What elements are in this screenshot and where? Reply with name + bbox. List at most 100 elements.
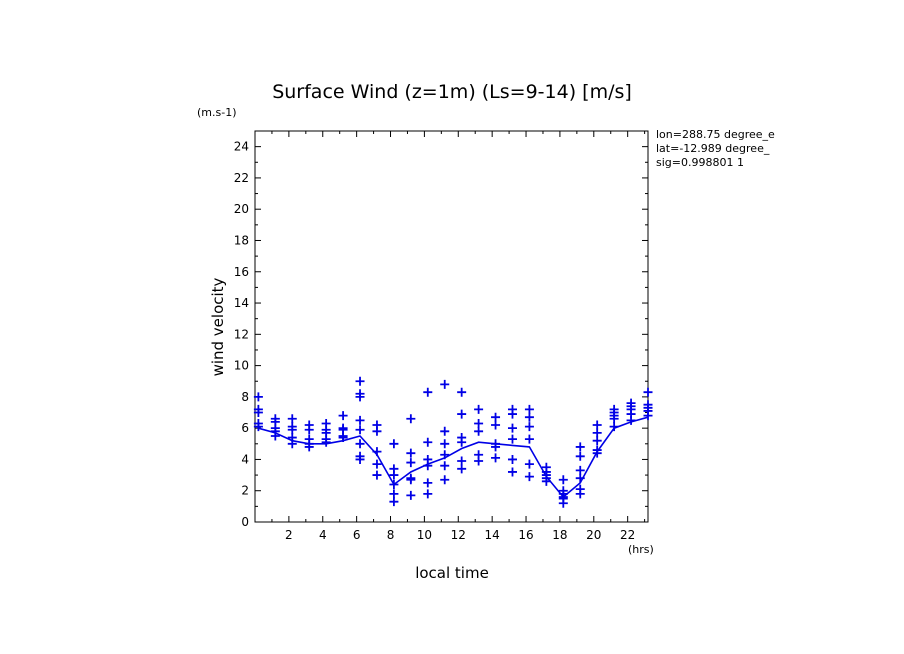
data-point (440, 379, 450, 389)
data-point (406, 475, 416, 485)
data-point (592, 428, 602, 438)
info-line-lon: lon=288.75 degree_e (656, 128, 775, 141)
data-point (304, 442, 314, 452)
data-point (440, 475, 450, 485)
x-tick-label: 22 (620, 528, 635, 542)
data-point (491, 420, 501, 430)
data-point (304, 425, 314, 435)
data-point (389, 470, 399, 480)
data-point (457, 387, 467, 397)
data-point (406, 448, 416, 458)
data-point (406, 458, 416, 468)
data-point (253, 422, 263, 432)
y-tick-label: 2 (241, 484, 249, 498)
data-point (423, 478, 433, 488)
data-point (507, 423, 517, 433)
data-point (389, 497, 399, 507)
data-point (524, 459, 534, 469)
data-point (643, 387, 653, 397)
x-tick-label: 2 (285, 528, 293, 542)
data-point (253, 408, 263, 418)
data-point (355, 415, 365, 425)
y-tick-label: 0 (241, 515, 249, 529)
x-tick-label: 8 (387, 528, 395, 542)
x-axis-label: local time (415, 564, 489, 582)
data-point (524, 404, 534, 414)
data-point (643, 411, 653, 421)
x-tick-label: 14 (485, 528, 500, 542)
x-tick-label: 4 (319, 528, 327, 542)
data-point (507, 467, 517, 477)
data-point (541, 476, 551, 486)
data-point (406, 490, 416, 500)
data-point (575, 465, 585, 475)
data-point (406, 414, 416, 424)
series-line-mean (258, 416, 649, 499)
data-point (457, 456, 467, 466)
data-point (491, 453, 501, 463)
data-point (287, 414, 297, 424)
data-point (389, 489, 399, 499)
data-point (592, 448, 602, 458)
data-point (457, 409, 467, 419)
plot-frame (254, 130, 649, 523)
info-line-lat: lat=-12.989 degree_ (656, 142, 770, 155)
chart-title: Surface Wind (z=1m) (Ls=9-14) [m/s] (272, 81, 632, 103)
data-point (372, 459, 382, 469)
data-point (355, 392, 365, 402)
data-point (474, 404, 484, 414)
data-point (609, 422, 619, 432)
data-point (491, 412, 501, 422)
plot-area (253, 376, 653, 508)
data-point (372, 447, 382, 457)
data-point (338, 433, 348, 443)
data-point (372, 426, 382, 436)
data-point (355, 376, 365, 386)
y-tick-label: 24 (234, 140, 249, 154)
data-point (524, 434, 534, 444)
y-tick-label: 4 (241, 452, 249, 466)
data-point (491, 442, 501, 452)
data-point (355, 425, 365, 435)
data-point (524, 422, 534, 432)
data-point (592, 436, 602, 446)
data-point (575, 451, 585, 461)
data-point (270, 431, 280, 441)
data-point (474, 456, 484, 466)
data-point (524, 472, 534, 482)
y-tick-label: 18 (234, 233, 249, 247)
y-tick-label: 20 (234, 202, 249, 216)
y-axis-label: wind velocity (209, 277, 227, 376)
data-point (440, 461, 450, 471)
data-point (457, 437, 467, 447)
x-tick-label: 20 (586, 528, 601, 542)
data-point (457, 464, 467, 474)
data-point (575, 442, 585, 452)
data-point (440, 439, 450, 449)
data-point (626, 415, 636, 425)
y-tick-label: 14 (234, 296, 249, 310)
x-tick-label: 12 (451, 528, 466, 542)
data-point (524, 412, 534, 422)
data-point (253, 392, 263, 402)
x-tick-label: 16 (518, 528, 533, 542)
data-point (507, 409, 517, 419)
x-tick-label: 6 (353, 528, 361, 542)
data-point (440, 426, 450, 436)
data-point (558, 498, 568, 508)
data-point (423, 461, 433, 471)
info-line-sig: sig=0.998801 1 (656, 156, 744, 169)
y-tick-label: 6 (241, 421, 249, 435)
data-point (423, 489, 433, 499)
data-point (355, 454, 365, 464)
y-tick-label: 22 (234, 171, 249, 185)
y-tick-label: 10 (234, 359, 249, 373)
y-unit-label: (m.s-1) (197, 106, 237, 119)
data-point (355, 439, 365, 449)
data-point (372, 470, 382, 480)
data-point (575, 489, 585, 499)
data-point (609, 414, 619, 424)
data-point (474, 426, 484, 436)
y-tick-label: 8 (241, 390, 249, 404)
